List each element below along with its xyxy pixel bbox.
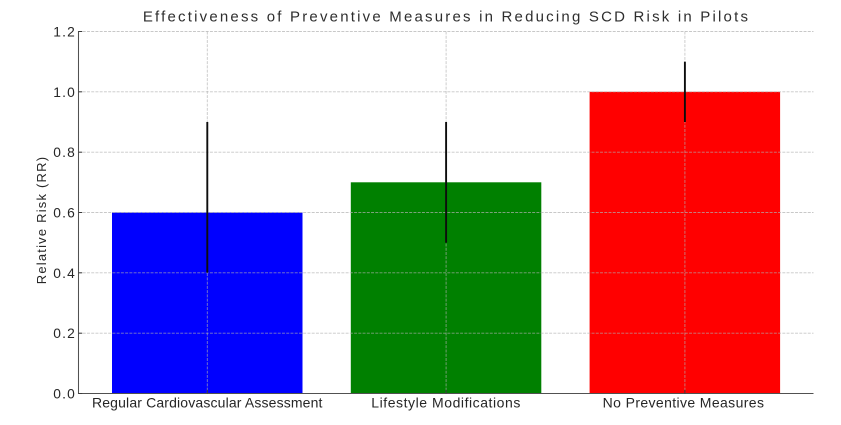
svg-text:0.2: 0.2: [53, 326, 76, 341]
svg-text:0.0: 0.0: [53, 387, 76, 402]
svg-text:0.4: 0.4: [53, 266, 76, 281]
svg-text:0.8: 0.8: [53, 145, 76, 160]
svg-text:No Preventive Measures: No Preventive Measures: [603, 395, 765, 411]
svg-text:Regular Cardiovascular Assessm: Regular Cardiovascular Assessment: [92, 395, 323, 411]
svg-text:Relative Risk (RR): Relative Risk (RR): [34, 156, 49, 285]
svg-text:1.2: 1.2: [53, 25, 76, 40]
svg-text:0.6: 0.6: [53, 206, 76, 221]
svg-text:1.0: 1.0: [53, 85, 76, 100]
svg-text:Lifestyle Modifications: Lifestyle Modifications: [371, 395, 521, 411]
svg-text:Effectiveness of Preventive Me: Effectiveness of Preventive Measures in …: [143, 9, 750, 26]
